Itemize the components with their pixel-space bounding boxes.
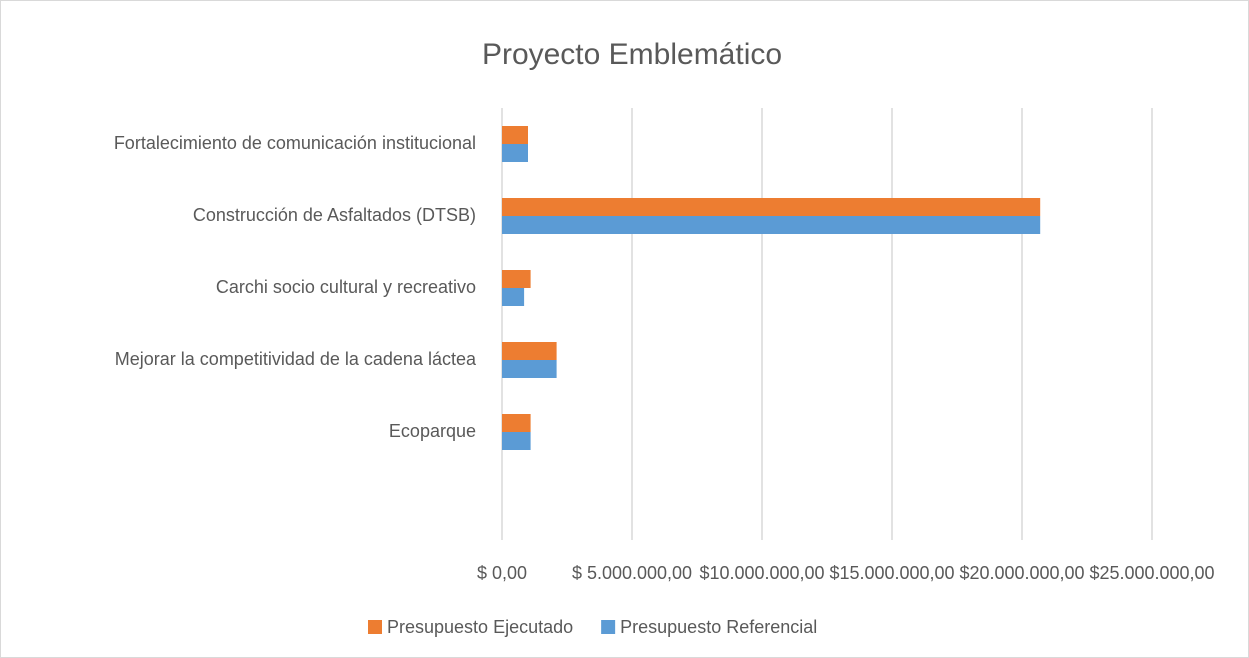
bar <box>502 270 531 288</box>
legend-label: Presupuesto Ejecutado <box>387 617 573 637</box>
bar <box>502 414 531 432</box>
bar <box>502 198 1041 216</box>
x-tick-label: $15.000.000,00 <box>829 563 954 583</box>
y-tick-label: Carchi socio cultural y recreativo <box>216 277 476 297</box>
legend-label: Presupuesto Referencial <box>620 617 817 637</box>
x-tick-label: $20.000.000,00 <box>959 563 1084 583</box>
y-tick-label: Fortalecimiento de comunicación instituc… <box>114 133 476 153</box>
bar <box>502 216 1041 234</box>
x-tick-label: $ 0,00 <box>477 563 527 583</box>
y-tick-label: Construcción de Asfaltados (DTSB) <box>193 205 476 225</box>
x-tick-label: $10.000.000,00 <box>699 563 824 583</box>
bar <box>502 144 528 162</box>
x-tick-label: $ 5.000.000,00 <box>572 563 692 583</box>
y-tick-label: Ecoparque <box>389 421 476 441</box>
y-tick-label: Mejorar la competitividad de la cadena l… <box>115 349 477 369</box>
legend-swatch <box>368 620 382 634</box>
bar <box>502 126 528 144</box>
chart-title: Proyecto Emblemático <box>482 38 782 71</box>
legend-swatch <box>601 620 616 634</box>
bar <box>502 360 557 378</box>
bar <box>502 432 531 450</box>
x-tick-label: $25.000.000,00 <box>1089 563 1214 583</box>
bar <box>502 288 525 306</box>
bar <box>502 342 557 360</box>
